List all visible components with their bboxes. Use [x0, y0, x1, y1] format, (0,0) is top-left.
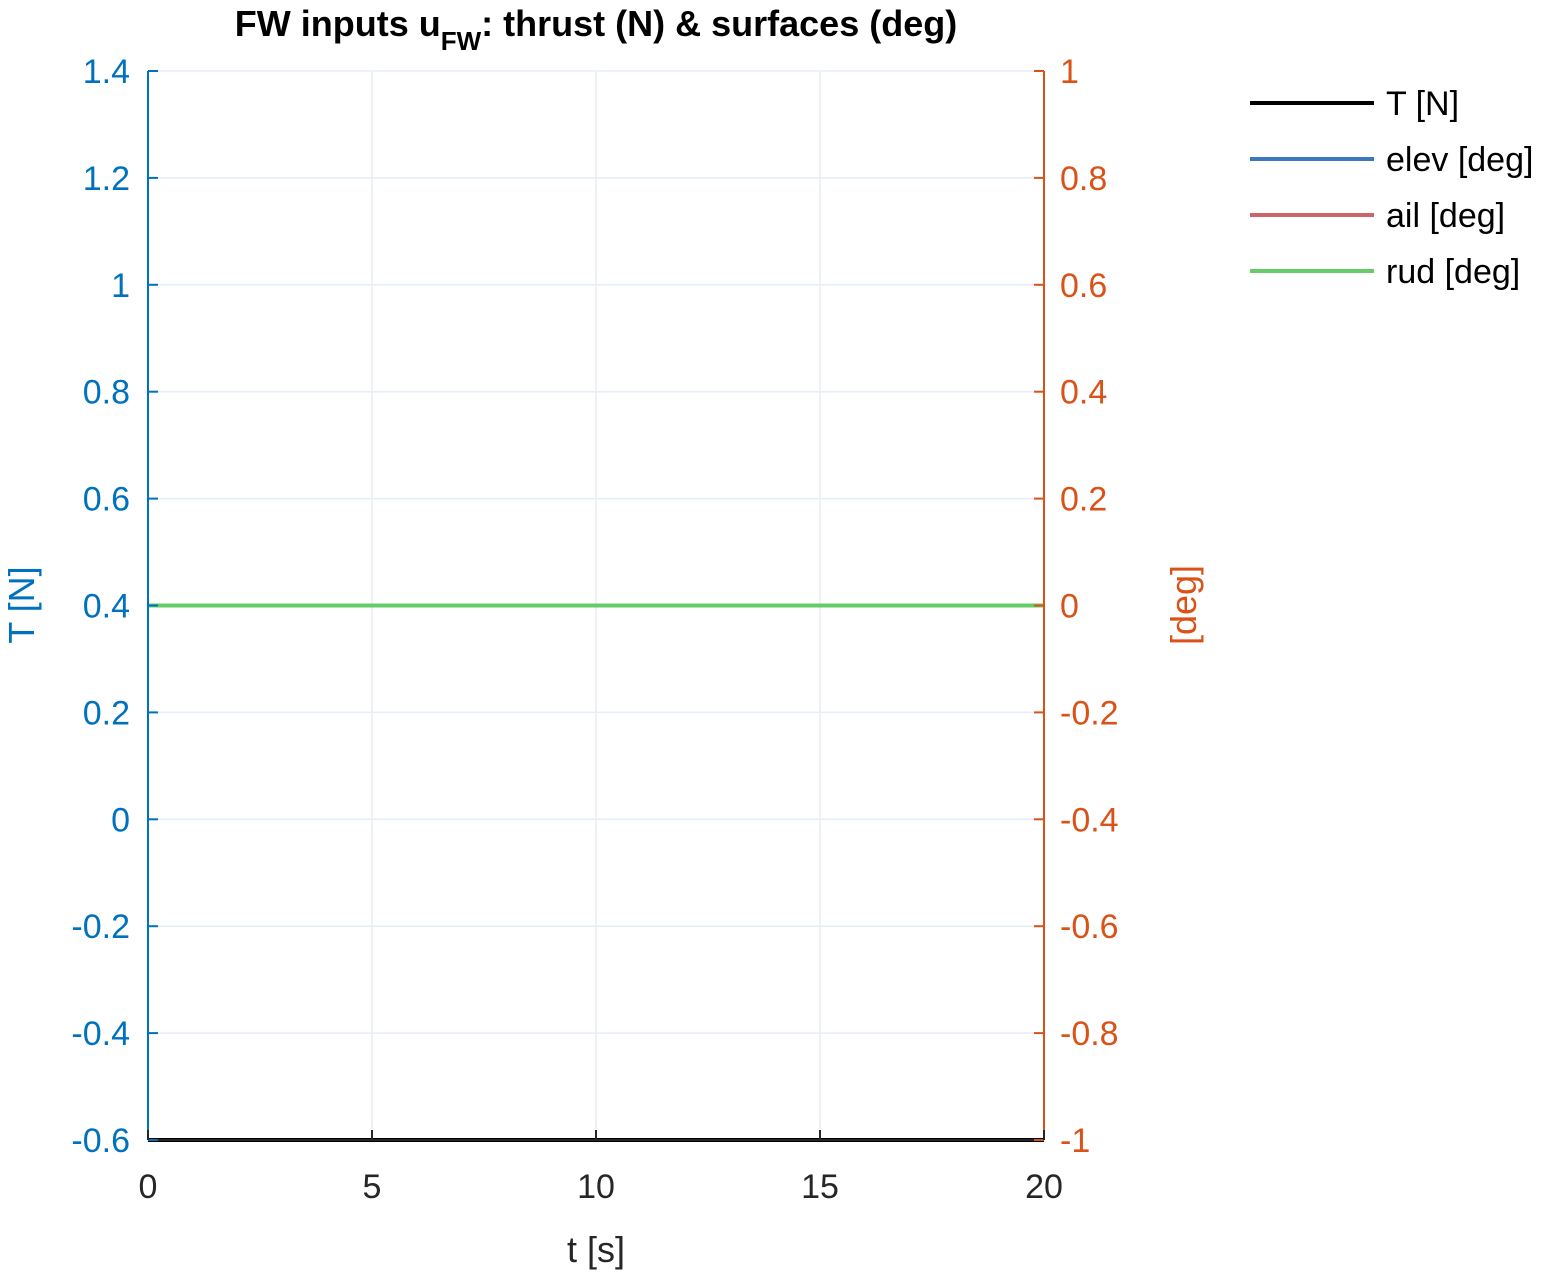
y-tick-right-label: -0.2 [1060, 694, 1119, 732]
y-tick-right-label: -0.6 [1060, 908, 1119, 946]
legend: T [N] elev [deg] ail [deg] rud [deg] [1250, 85, 1533, 291]
y-tick-left-label: -0.2 [71, 908, 130, 946]
legend-label: rud [deg] [1386, 253, 1520, 291]
y-tick-left-label: 0.4 [83, 588, 130, 626]
x-tick-label: 15 [801, 1168, 839, 1206]
y-tick-right-label: -0.8 [1060, 1015, 1119, 1053]
legend-label: T [N] [1386, 85, 1459, 123]
x-tick-label: 10 [577, 1168, 615, 1206]
legend-label: elev [deg] [1386, 141, 1533, 179]
y-tick-left-label: -0.6 [71, 1122, 130, 1160]
y-tick-left-label: 1 [111, 267, 130, 305]
y-tick-right-label: 0.6 [1060, 267, 1107, 305]
tick-labels: -0.6 -0.4 -0.2 0 0.2 0.4 0.6 0.8 1 1.2 1.4 -1 -0.8 -0… [71, 53, 1118, 1206]
y-axis-left-label: T [N] [1, 566, 42, 643]
y-tick-left-label: -0.4 [71, 1015, 130, 1053]
y-tick-right-label: -0.4 [1060, 801, 1119, 839]
y-tick-right-label: 0.8 [1060, 160, 1107, 198]
chart-title-rest: : thrust (N) & surfaces (deg) [481, 3, 957, 44]
y-tick-right-label: 0.4 [1060, 374, 1107, 412]
x-tick-label: 20 [1025, 1168, 1063, 1206]
y-tick-right-label: 0.2 [1060, 481, 1107, 519]
y-axis-right-label: [deg] [1163, 565, 1204, 645]
y-tick-left-label: 0.2 [83, 694, 130, 732]
y-tick-left-label: 1.2 [83, 160, 130, 198]
x-axis-label: t [s] [567, 1229, 625, 1270]
x-tick-label: 0 [139, 1168, 158, 1206]
y-tick-left-label: 0.8 [83, 374, 130, 412]
y-tick-left-label: 0 [111, 801, 130, 839]
chart-title: FW inputs uFW: thrust (N) & surfaces (de… [235, 3, 957, 56]
y-tick-left-label: 0.6 [83, 481, 130, 519]
chart-title-subscript: FW [441, 26, 482, 56]
y-tick-right-label: 0 [1060, 588, 1079, 626]
legend-label: ail [deg] [1386, 197, 1505, 235]
x-tick-label: 5 [363, 1168, 382, 1206]
y-tick-right-label: 1 [1060, 53, 1079, 91]
y-tick-right-label: -1 [1060, 1122, 1090, 1160]
y-tick-left-label: 1.4 [83, 53, 130, 91]
axes [147, 70, 1045, 1141]
chart-title-main: FW inputs u [235, 3, 441, 44]
